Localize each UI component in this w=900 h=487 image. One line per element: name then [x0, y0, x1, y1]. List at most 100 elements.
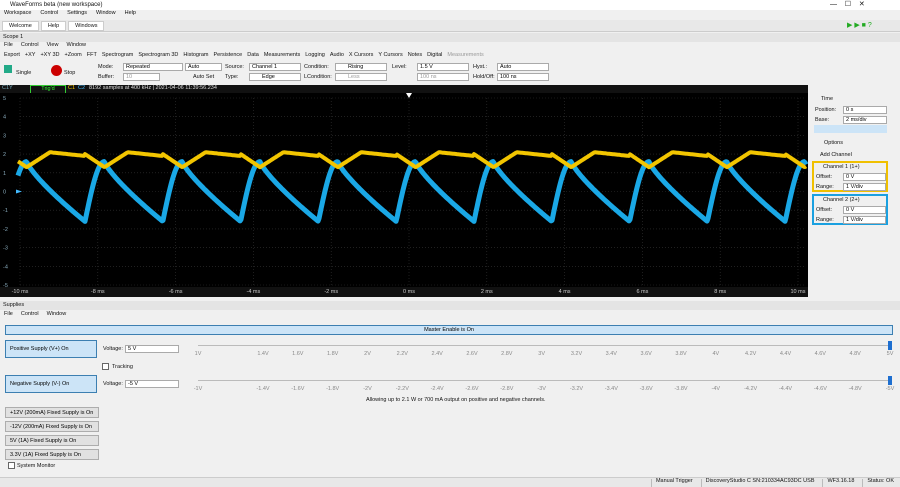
slider-thumb[interactable]: [888, 376, 892, 385]
holdoff-field[interactable]: 100 ns: [497, 73, 549, 81]
slider-scale-label: 3.8V: [675, 351, 687, 357]
type-select[interactable]: Edge: [249, 73, 301, 81]
source-select[interactable]: Channel 1: [249, 63, 301, 71]
status-bar: [0, 477, 900, 487]
hyst-field[interactable]: Auto: [497, 63, 549, 71]
channel-2-trace: [15, 159, 808, 224]
menu-item[interactable]: Control: [20, 311, 39, 317]
menu-item[interactable]: Window: [96, 10, 116, 16]
add-channel-button[interactable]: Add Channel: [820, 152, 852, 158]
level-time-field[interactable]: 100 ns: [417, 73, 469, 81]
toolbar-item[interactable]: +XY: [24, 52, 36, 58]
level-field[interactable]: 1.5 V: [417, 63, 469, 71]
master-enable-button[interactable]: Master Enable is On: [5, 325, 893, 335]
channel-name[interactable]: Channel 1 (1+): [823, 164, 860, 170]
mode-select[interactable]: Repeated: [123, 63, 183, 71]
toolbar-item[interactable]: Audio: [329, 52, 344, 58]
system-monitor-checkbox[interactable]: [8, 462, 15, 469]
slider-scale-label: -3V: [537, 386, 546, 392]
y-axis-label: 2: [3, 152, 6, 158]
slider-scale-label: -3.2V: [569, 386, 584, 392]
menu-item[interactable]: Workspace: [4, 10, 32, 16]
menu-item[interactable]: Settings: [67, 10, 88, 16]
toolbar-item[interactable]: Data: [247, 52, 259, 58]
offset-field[interactable]: 0 V: [843, 173, 886, 181]
menu-item[interactable]: Window: [46, 311, 67, 317]
menu-item[interactable]: Window: [66, 42, 86, 48]
single-button[interactable]: Single: [16, 70, 32, 76]
toolbar-item[interactable]: Spectrogram: [101, 52, 134, 58]
positive-supply-button[interactable]: Positive Supply (V+) On: [5, 340, 97, 358]
toolbar-item[interactable]: Persistence: [213, 52, 243, 58]
toolbar-item[interactable]: +Zoom: [64, 52, 82, 58]
slider-scale-label: -4V: [711, 386, 721, 392]
time-slider[interactable]: [814, 125, 887, 133]
toolbar-item[interactable]: +XY 3D: [40, 52, 60, 58]
negative-voltage[interactable]: -5 V: [125, 380, 179, 388]
offset-field[interactable]: 0 V: [843, 206, 886, 214]
channel-marker: [16, 189, 22, 194]
tab[interactable]: Welcome: [2, 21, 39, 31]
condition-select[interactable]: Rising: [335, 63, 387, 71]
range-field[interactable]: 1 V/div: [843, 216, 886, 224]
base-field[interactable]: 2 ms/div: [843, 116, 887, 124]
toolbar-item[interactable]: Measurements: [263, 52, 301, 58]
tab-bar: [0, 20, 900, 32]
y-axis-label: 1: [3, 171, 6, 177]
toolbar-item[interactable]: Y Cursors: [378, 52, 403, 58]
lcondition-select[interactable]: Less: [335, 73, 387, 81]
menu-item[interactable]: Help: [124, 10, 136, 16]
range-field[interactable]: 1 V/div: [843, 183, 886, 191]
status-item[interactable]: Manual Trigger: [650, 478, 693, 487]
y-axis-label: 3: [3, 133, 6, 139]
toolbar-item[interactable]: FFT: [86, 52, 97, 58]
menu-item[interactable]: View: [46, 42, 59, 48]
slider-track: [198, 345, 890, 346]
toolbar-item[interactable]: Spectrogram 3D: [138, 52, 179, 58]
negative-supply-button[interactable]: Negative Supply (V-) On: [5, 375, 97, 393]
stop-button[interactable]: Stop: [64, 70, 76, 76]
slider-scale-label: 2.2V: [396, 351, 408, 357]
run-buttons[interactable]: ▶ ▶ ■ ?: [847, 22, 872, 29]
status-item[interactable]: DiscoveryStudio C SN:210334AC93DC USB: [700, 478, 814, 487]
toolbar-item[interactable]: Histogram: [183, 52, 209, 58]
channel-name[interactable]: Channel 2 (2+): [823, 197, 860, 203]
tab[interactable]: Help: [40, 21, 67, 31]
slider-scale-label: 2.8V: [501, 351, 513, 357]
fixed-supply-button[interactable]: +12V (200mA) Fixed Supply is On: [5, 407, 99, 418]
position-field[interactable]: 0 s: [843, 106, 887, 114]
menu-item[interactable]: File: [4, 311, 13, 317]
menu-item[interactable]: Control: [20, 42, 39, 48]
auto-select[interactable]: Auto: [185, 63, 222, 71]
slider-track: [198, 380, 890, 381]
positive-voltage[interactable]: 5 V: [125, 345, 179, 353]
options-button[interactable]: Options: [824, 140, 843, 146]
toolbar: Export +XY +XY 3D +Zoom FFT Spectrogram Spectr…: [4, 52, 484, 61]
acquisition-info: 8192 samples at 400 kHz | 2021-04-06 11:…: [89, 85, 217, 91]
scope-title: Scope 1: [3, 34, 24, 40]
status-item[interactable]: Status: OK: [862, 478, 894, 487]
tab[interactable]: Windows: [68, 21, 105, 31]
slider-scale-label: 4.2V: [744, 351, 757, 357]
slider-scale-label: -2.6V: [465, 386, 479, 392]
toolbar-item[interactable]: Digital: [427, 52, 443, 58]
window-controls[interactable]: — ☐ ✕: [830, 1, 865, 8]
fixed-supply-button[interactable]: -12V (200mA) Fixed Supply is On: [5, 421, 99, 432]
fixed-supply-button[interactable]: 5V (1A) Fixed Supply is On: [5, 435, 99, 446]
tracking-checkbox[interactable]: [102, 363, 109, 370]
slider-thumb[interactable]: [888, 341, 892, 350]
label: Offset:: [816, 207, 833, 213]
channel-1-box: [812, 161, 888, 192]
toolbar-item[interactable]: Export: [4, 52, 20, 58]
toolbar-item[interactable]: Notes: [407, 52, 423, 58]
menu-item[interactable]: File: [4, 42, 13, 48]
fixed-supply-button[interactable]: 3.3V (1A) Fixed Supply is On: [5, 449, 99, 460]
menu-item[interactable]: Control: [40, 10, 59, 16]
label: Voltage:: [103, 346, 123, 352]
toolbar-item[interactable]: X Cursors: [348, 52, 374, 58]
x-axis-label: -8 ms: [91, 289, 105, 295]
toolbar-item[interactable]: Logging: [305, 52, 325, 58]
status-item[interactable]: WF3.16.18: [822, 478, 854, 487]
auto-set-button[interactable]: Auto Set: [193, 74, 215, 80]
buffer-field[interactable]: 10: [123, 73, 160, 81]
